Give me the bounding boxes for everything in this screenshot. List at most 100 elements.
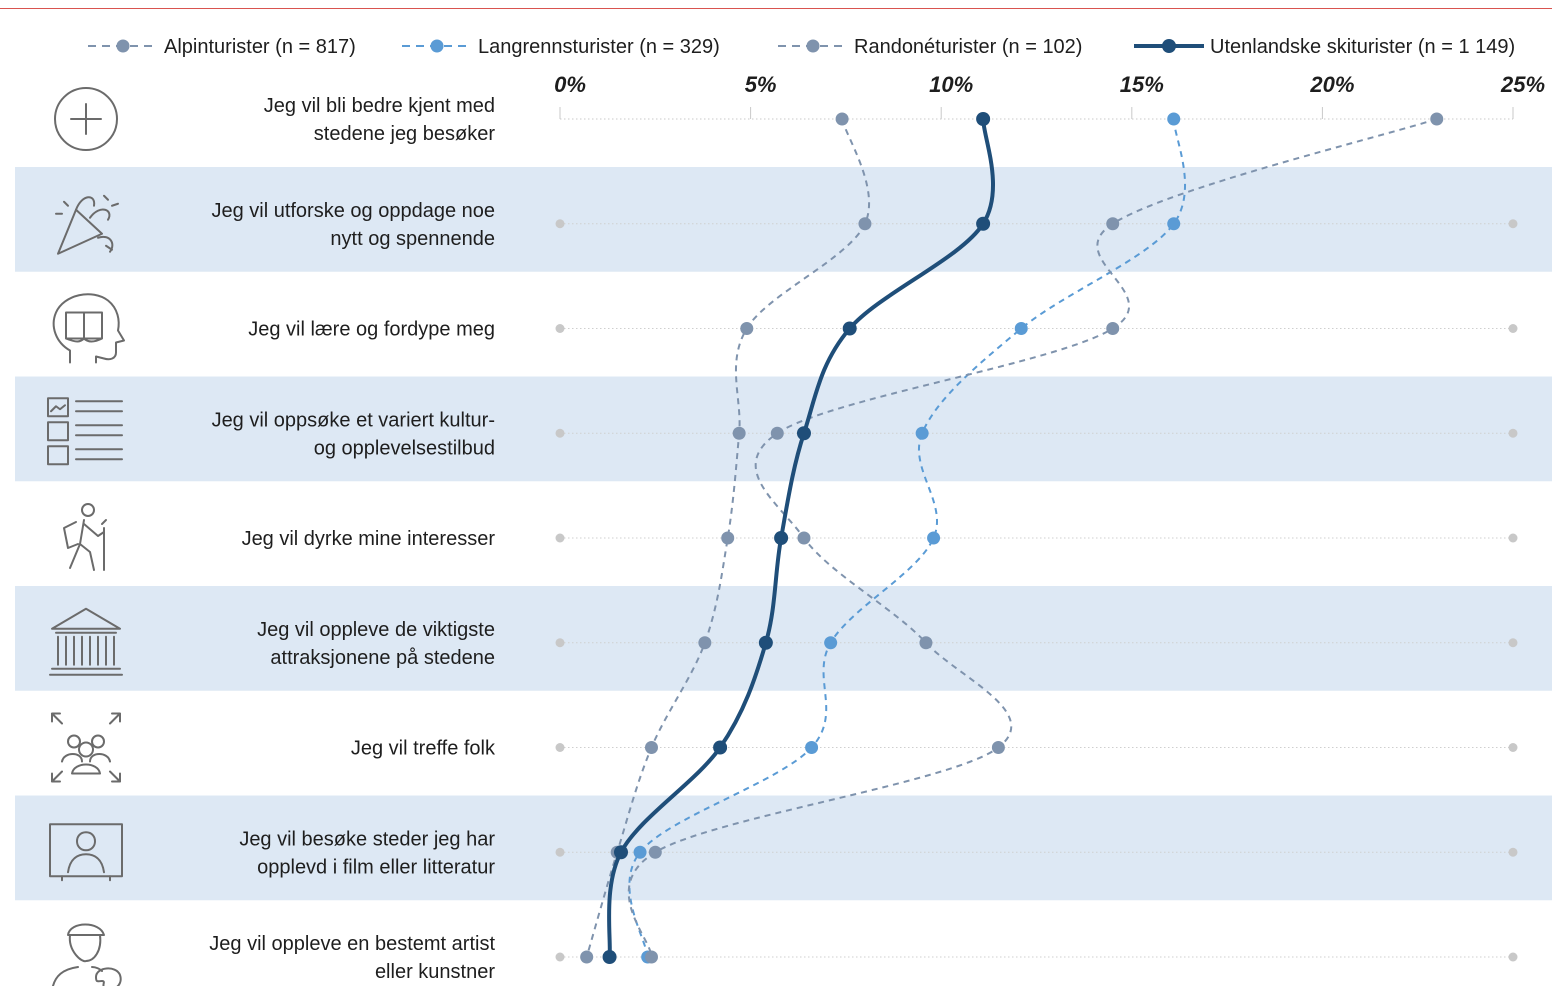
row-guide-end-dot: [1508, 743, 1518, 752]
series-point-0: [858, 217, 872, 231]
row-band: [15, 795, 1552, 901]
category-label: Jeg vil besøke steder jeg har: [239, 828, 495, 850]
series-point-1: [927, 531, 941, 545]
screen-person-icon: [49, 823, 123, 882]
party-popper-icon: [55, 194, 119, 255]
series-point-1: [633, 845, 647, 859]
category-label: Jeg vil dyrke mine interesser: [242, 528, 496, 550]
x-tick-label: 25%: [1500, 72, 1545, 97]
legend-swatch-dot: [430, 39, 444, 53]
category-label: attraksjonene på stedene: [270, 647, 495, 669]
series-point-2: [770, 426, 784, 440]
legend-item: Utenlandske skiturister (n = 1 149): [1134, 36, 1515, 58]
category-label: og opplevelsestilbud: [314, 437, 495, 459]
legend-label: Alpinturister (n = 817): [164, 36, 356, 58]
row-band: [15, 376, 1552, 482]
legend-swatch-dot: [1162, 39, 1176, 53]
series-point-0: [835, 112, 849, 126]
x-tick-label: 10%: [929, 72, 973, 97]
category-label: Jeg vil utforske og oppdage noe: [211, 200, 495, 222]
row-guide-start-dot: [555, 638, 565, 648]
row-guide-end-dot: [1508, 847, 1518, 857]
series-point-2: [1430, 112, 1444, 126]
category-label: stedene jeg besøker: [314, 123, 496, 145]
museum-icon: [49, 607, 123, 676]
category-label: nytt og spennende: [330, 228, 495, 250]
series-point-3: [796, 426, 811, 441]
series-point-0: [740, 322, 754, 335]
row-band: [15, 586, 1552, 691]
series-point-2: [644, 950, 658, 964]
row-guide-end-dot: [1508, 952, 1518, 962]
row-guide-end-dot: [1508, 219, 1518, 229]
series-point-0: [644, 741, 658, 754]
hiker-icon: [63, 503, 107, 571]
series-point-3: [842, 321, 857, 336]
row-guide-start-dot: [555, 533, 565, 543]
series-point-2: [797, 531, 811, 545]
series-point-2: [648, 845, 662, 859]
row-guide-end-dot: [1508, 638, 1518, 648]
category-label: Jeg vil oppleve de viktigste: [257, 619, 495, 641]
artist-palette-icon: [51, 923, 122, 986]
row-band: [15, 167, 1552, 272]
x-tick-label: 15%: [1120, 72, 1164, 97]
category-label: Jeg vil lære og fordype meg: [248, 319, 495, 341]
series-point-1: [1167, 112, 1181, 126]
row-guide-start-dot: [555, 219, 565, 229]
plus-circle-icon: [54, 87, 118, 151]
x-tick-label: 5%: [745, 72, 777, 97]
category-label: Jeg vil treffe folk: [351, 738, 496, 760]
category-label: Jeg vil oppleve en bestemt artist: [209, 933, 495, 955]
series-point-1: [915, 426, 929, 440]
series-point-1: [805, 741, 819, 754]
legend-swatch-dot: [806, 39, 820, 53]
group-people-icon: [51, 712, 121, 783]
series-point-0: [580, 950, 594, 964]
series-point-3: [602, 950, 617, 964]
row-guide-start-dot: [555, 952, 565, 962]
series-point-0: [721, 531, 735, 545]
category-label: eller kunstner: [375, 961, 495, 983]
row-guide-start-dot: [555, 847, 565, 857]
series-point-0: [698, 636, 712, 650]
series-point-3: [976, 112, 991, 126]
row-guide-start-dot: [555, 743, 565, 752]
series-point-3: [758, 635, 773, 650]
series-point-3: [976, 216, 991, 231]
legend-item: Randonéturister (n = 102): [778, 36, 1082, 58]
x-tick-label: 0%: [554, 72, 586, 97]
series-line-2: [627, 118, 1438, 958]
category-label: opplevd i film eller litteratur: [257, 856, 495, 878]
series-point-1: [1167, 217, 1181, 231]
series-point-2: [919, 636, 933, 650]
row-guide-end-dot: [1508, 533, 1518, 543]
series-point-3: [774, 531, 789, 545]
legend-item: Alpinturister (n = 817): [88, 36, 356, 58]
series-point-1: [824, 636, 838, 650]
category-label: Jeg vil bli bedre kjent med: [264, 95, 495, 117]
culture-list-icon: [47, 397, 123, 466]
legend-label: Langrennsturister (n = 329): [478, 36, 720, 58]
legend-label: Utenlandske skiturister (n = 1 149): [1210, 36, 1515, 58]
legend-item: Langrennsturister (n = 329): [402, 36, 720, 58]
row-guide-end-dot: [1508, 428, 1518, 438]
series-point-2: [991, 741, 1005, 754]
series-point-2: [1106, 217, 1120, 231]
category-label: Jeg vil oppsøke et variert kultur-: [212, 409, 495, 431]
series-point-1: [1014, 322, 1028, 335]
series-line-1: [628, 118, 1186, 958]
series-point-0: [732, 426, 746, 440]
top-rule: [0, 8, 1552, 9]
legend-swatch-dot: [116, 39, 130, 53]
row-guide-start-dot: [555, 428, 565, 438]
x-tick-label: 20%: [1309, 72, 1354, 97]
series-point-3: [713, 740, 728, 755]
row-guide-start-dot: [555, 324, 565, 333]
series-point-3: [613, 845, 628, 860]
legend-label: Randonéturister (n = 102): [854, 36, 1082, 58]
row-guide-end-dot: [1508, 324, 1518, 333]
head-book-icon: [52, 293, 125, 364]
series-point-2: [1106, 322, 1120, 335]
